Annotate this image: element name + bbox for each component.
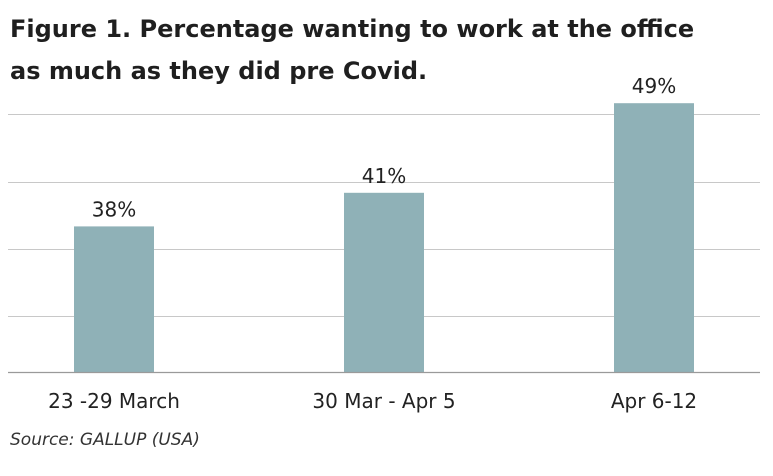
bar-1 — [74, 226, 154, 372]
data-label-1: 38% — [92, 197, 136, 221]
bar-3 — [614, 103, 694, 372]
x-tick-label-1: 23 -29 March — [48, 389, 180, 413]
bar-2 — [344, 192, 424, 372]
bar-chart: 38% 41% 49% 23 -29 March 30 Mar - Apr 5 Apr … — [8, 74, 760, 413]
chart-title: Figure 1. Percentage wanting to work at … — [10, 8, 750, 92]
chart-title-line-2: as much as they did pre Covid. — [10, 57, 428, 85]
x-tick-labels: 23 -29 March 30 Mar - Apr 5 Apr 6-12 — [48, 389, 697, 413]
source-note: Source: GALLUP (USA) — [10, 430, 200, 450]
bars — [74, 103, 694, 372]
chart-title-line-1: Figure 1. Percentage wanting to work at … — [10, 15, 695, 43]
data-labels: 38% 41% 49% — [92, 74, 676, 221]
x-tick-label-3: Apr 6-12 — [611, 389, 697, 413]
data-label-2: 41% — [362, 164, 406, 188]
x-tick-label-2: 30 Mar - Apr 5 — [312, 389, 455, 413]
data-label-3: 49% — [632, 74, 676, 98]
